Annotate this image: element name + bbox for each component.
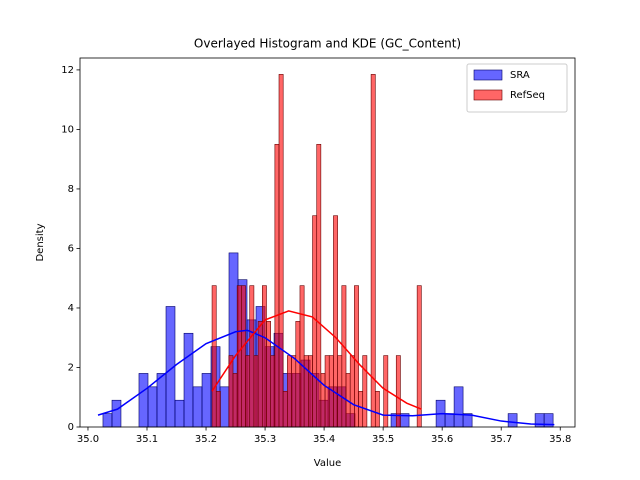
bar — [138, 373, 149, 428]
x-tick-label: 35.1 — [136, 434, 158, 445]
bar — [341, 285, 347, 428]
bar — [270, 355, 276, 428]
kde-line — [97, 329, 555, 426]
bar — [287, 355, 292, 428]
bar — [295, 321, 301, 428]
bar — [183, 332, 194, 428]
legend-swatch — [473, 69, 503, 81]
legend-swatch — [473, 89, 503, 101]
bar — [266, 321, 271, 428]
bar — [416, 285, 422, 428]
y-tick-label: 10 — [61, 124, 74, 135]
bar — [232, 373, 238, 428]
x-tick-label: 35.3 — [254, 434, 276, 445]
legend-label: RefSeq — [510, 90, 545, 101]
y-tick-label: 0 — [68, 422, 74, 433]
bar — [174, 399, 185, 428]
bar — [147, 386, 158, 428]
legend-label: SRA — [510, 70, 530, 81]
x-tick-label: 35.0 — [77, 434, 99, 445]
x-tick-label: 35.7 — [490, 434, 512, 445]
bar — [219, 386, 230, 428]
bar — [245, 355, 251, 428]
bar — [278, 74, 284, 428]
bar — [453, 386, 464, 428]
bar — [358, 390, 364, 428]
bar — [249, 285, 255, 428]
bar — [291, 355, 297, 428]
kde-line — [211, 310, 422, 410]
bar — [324, 355, 330, 428]
y-tick-label: 6 — [68, 243, 74, 254]
bar — [261, 285, 267, 428]
bar — [312, 215, 318, 428]
legend: SRA RefSeq — [466, 63, 568, 113]
x-tick-label: 35.6 — [431, 434, 453, 445]
bar — [156, 373, 167, 428]
bar — [333, 215, 338, 428]
bar — [192, 386, 203, 428]
bar — [303, 355, 309, 428]
bar — [211, 285, 217, 428]
bar — [228, 355, 234, 428]
bar — [320, 373, 326, 428]
x-tick-label: 35.2 — [195, 434, 217, 445]
bar — [111, 399, 122, 428]
x-tick-label: 35.4 — [313, 434, 335, 445]
bar — [282, 390, 288, 428]
x-axis-label: Value — [314, 458, 341, 469]
bar — [349, 355, 355, 428]
y-tick-label: 12 — [61, 65, 74, 76]
bar — [274, 143, 280, 428]
bar — [241, 285, 246, 428]
bar — [395, 355, 401, 428]
plot-frame — [79, 57, 576, 428]
x-tick-label: 35.8 — [549, 434, 571, 445]
bar — [236, 285, 242, 428]
chart-title: Overlayed Histogram and KDE (GC_Content) — [194, 37, 461, 51]
bar — [316, 143, 322, 428]
bar — [362, 355, 368, 428]
bar — [102, 413, 113, 428]
bar — [444, 413, 455, 428]
y-tick-label: 8 — [68, 184, 74, 195]
bar — [507, 413, 518, 428]
x-tick-label: 35.5 — [372, 434, 394, 445]
bar — [215, 390, 221, 428]
bar — [374, 390, 380, 428]
bar — [253, 355, 259, 428]
bar — [308, 355, 313, 428]
bar — [337, 355, 343, 428]
y-axis-label: Density — [35, 223, 46, 261]
bar — [257, 321, 263, 428]
y-tick-label: 4 — [68, 303, 74, 314]
bar — [201, 373, 212, 428]
bar — [370, 74, 376, 428]
y-tick-label: 2 — [68, 362, 74, 373]
bar — [299, 285, 305, 428]
